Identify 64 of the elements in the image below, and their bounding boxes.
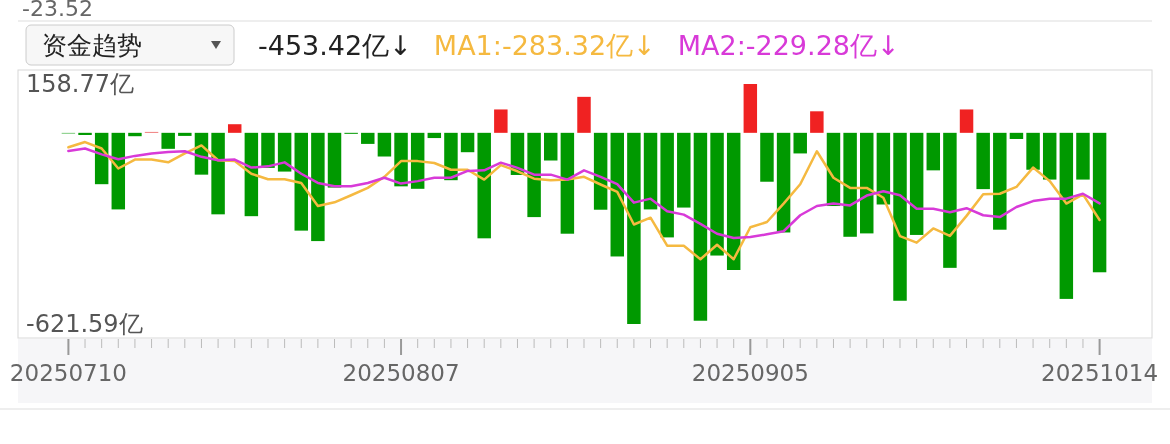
- bar: [677, 132, 691, 208]
- bar: [361, 132, 375, 144]
- bar: [78, 132, 92, 135]
- bar: [1076, 132, 1090, 180]
- bar: [544, 132, 558, 161]
- bar: [860, 132, 874, 234]
- y-tick-label: -621.59亿: [26, 310, 143, 339]
- bar: [1092, 132, 1107, 273]
- bar: [394, 132, 408, 187]
- bar: [660, 132, 674, 238]
- bar: [1059, 132, 1074, 299]
- bar: [726, 132, 741, 270]
- bar: [710, 132, 724, 256]
- bar: [926, 132, 941, 171]
- text: MA1:-283.32亿↓: [433, 30, 656, 61]
- bar: [993, 132, 1007, 230]
- text: MA2:-229.28亿↓: [677, 30, 900, 61]
- x-tick-label: 20250905: [691, 360, 809, 386]
- line-series: [67, 147, 1101, 240]
- bar: [277, 132, 292, 172]
- bar: [560, 132, 575, 234]
- bar: [427, 132, 442, 139]
- x-tick-label: 20251014: [1041, 360, 1159, 386]
- text: -23.52: [22, 0, 93, 21]
- bar: [693, 132, 708, 321]
- bar: [261, 132, 275, 168]
- bar: [178, 132, 192, 136]
- bar: [1026, 132, 1040, 170]
- bar: [161, 132, 175, 149]
- bar: [460, 132, 475, 153]
- bar: [294, 132, 308, 231]
- bar: [810, 111, 824, 133]
- bar: [577, 96, 591, 133]
- bar: [1042, 132, 1057, 180]
- bar: [843, 132, 857, 237]
- bar: [227, 124, 242, 133]
- bar: [211, 132, 225, 215]
- bar: [377, 132, 392, 157]
- bar: [494, 109, 508, 133]
- bar: [793, 132, 807, 154]
- bar: [776, 132, 791, 233]
- bar: [527, 132, 541, 218]
- bar: [627, 132, 641, 324]
- text: -453.42亿↓: [258, 30, 412, 61]
- y-tick-label: 158.77亿: [26, 70, 134, 99]
- bar: [893, 132, 907, 301]
- bar: [477, 132, 491, 239]
- x-tick-label: 20250807: [342, 360, 460, 386]
- bar: [643, 132, 658, 210]
- bar: [593, 132, 608, 210]
- dropdown: 资金趋势: [25, 24, 235, 66]
- bar: [1009, 132, 1024, 139]
- bar: [760, 132, 774, 182]
- line-series: [67, 140, 1101, 261]
- bar: [327, 132, 342, 188]
- bar: [959, 109, 974, 133]
- bar: [610, 132, 624, 257]
- x-tick-label: 20250710: [9, 360, 127, 386]
- bar: [743, 84, 758, 133]
- bar: [128, 132, 142, 137]
- bar: [311, 132, 325, 242]
- bar: [976, 132, 990, 190]
- bar: [943, 132, 957, 268]
- bar: [909, 132, 924, 235]
